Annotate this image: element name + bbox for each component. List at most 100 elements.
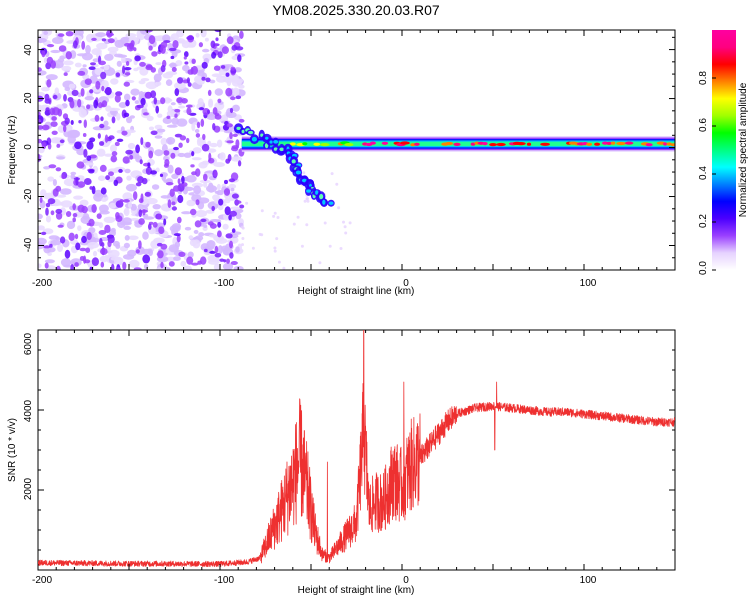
noise-blob bbox=[176, 97, 183, 104]
sparse-speckle bbox=[277, 260, 281, 264]
sparse-speckle bbox=[282, 266, 286, 270]
noise-speckle bbox=[171, 223, 181, 231]
noise-blob bbox=[200, 256, 207, 265]
noise-speckle bbox=[59, 188, 72, 195]
noise-blob bbox=[91, 257, 99, 266]
noise-blob bbox=[65, 31, 74, 37]
noise-blob bbox=[198, 107, 205, 111]
noise-speckle bbox=[74, 62, 82, 68]
noise-blob bbox=[123, 112, 130, 118]
noise-blob bbox=[122, 65, 126, 75]
noise-speckle bbox=[84, 96, 95, 101]
noise-speckle bbox=[176, 118, 188, 127]
sparse-speckle bbox=[344, 231, 348, 235]
noise-speckle bbox=[223, 129, 233, 134]
noise-blob bbox=[190, 67, 194, 75]
noise-speckle bbox=[194, 129, 200, 133]
sparse-speckle bbox=[273, 211, 277, 215]
sparse-speckle bbox=[302, 171, 306, 175]
signal-hotspot bbox=[453, 142, 461, 146]
sparse-speckle bbox=[330, 172, 334, 176]
snr-plot-area bbox=[38, 330, 675, 568]
noise-blob bbox=[168, 47, 177, 52]
sparse-speckle bbox=[305, 197, 309, 201]
noise-speckle bbox=[94, 189, 103, 198]
top-x-tick-label-3: 100 bbox=[580, 278, 597, 289]
noise-blob bbox=[100, 71, 107, 80]
noise-speckle bbox=[82, 64, 87, 68]
noise-blob bbox=[88, 66, 96, 70]
noise-blob bbox=[212, 123, 216, 131]
noise-speckle bbox=[126, 116, 133, 124]
noise-speckle bbox=[103, 120, 109, 127]
noise-speckle bbox=[214, 88, 223, 96]
noise-speckle bbox=[78, 108, 87, 118]
noise-speckle bbox=[79, 199, 89, 207]
noise-blob bbox=[45, 107, 50, 112]
branch-blob-core bbox=[265, 136, 269, 140]
noise-speckle bbox=[87, 241, 99, 249]
noise-blob bbox=[208, 157, 215, 164]
noise-blob bbox=[179, 135, 187, 141]
signal-hotspot bbox=[399, 141, 410, 145]
noise-speckle bbox=[204, 37, 209, 42]
noise-blob bbox=[139, 159, 143, 165]
noise-speckle bbox=[92, 250, 98, 257]
sparse-speckle bbox=[273, 249, 277, 253]
noise-speckle bbox=[43, 31, 49, 35]
noise-blob bbox=[104, 89, 111, 94]
noise-speckle bbox=[108, 202, 117, 209]
noise-blob bbox=[228, 178, 236, 183]
signal-hotspot bbox=[594, 142, 601, 146]
noise-blob bbox=[44, 262, 49, 269]
noise-speckle bbox=[123, 242, 130, 249]
noise-blob bbox=[231, 44, 238, 51]
noise-blob bbox=[211, 51, 217, 59]
noise-blob bbox=[141, 177, 148, 185]
noise-speckle bbox=[173, 256, 181, 261]
noise-blob bbox=[45, 202, 51, 208]
noise-blob bbox=[50, 121, 58, 127]
noise-blob bbox=[142, 254, 151, 264]
noise-blob bbox=[150, 170, 158, 175]
bottom-x-tick-label-1: -100 bbox=[214, 575, 234, 586]
noise-blob bbox=[70, 264, 75, 270]
noise-blob bbox=[200, 118, 205, 127]
noise-blob bbox=[160, 243, 168, 250]
noise-speckle bbox=[187, 251, 194, 258]
noise-blob bbox=[97, 133, 101, 139]
noise-speckle bbox=[213, 263, 221, 270]
noise-blob bbox=[225, 158, 231, 164]
noise-speckle bbox=[199, 179, 211, 184]
noise-speckle bbox=[162, 72, 173, 79]
noise-speckle bbox=[85, 44, 91, 54]
noise-blob bbox=[225, 233, 233, 239]
signal-hotspot bbox=[344, 143, 354, 147]
noise-blob bbox=[171, 206, 177, 211]
sparse-speckle bbox=[337, 206, 341, 210]
noise-speckle bbox=[160, 195, 170, 199]
noise-blob bbox=[239, 30, 244, 39]
noise-speckle bbox=[60, 207, 66, 216]
signal-hotspot bbox=[616, 141, 626, 146]
noise-blob bbox=[235, 95, 242, 100]
noise-speckle bbox=[88, 227, 96, 234]
sparse-speckle bbox=[245, 201, 249, 205]
sparse-speckle bbox=[348, 221, 352, 225]
noise-speckle bbox=[116, 60, 122, 67]
noise-blob bbox=[82, 133, 87, 137]
noise-blob bbox=[226, 258, 230, 264]
noise-blob bbox=[218, 198, 224, 206]
noise-blob bbox=[75, 242, 81, 251]
noise-blob bbox=[58, 45, 67, 52]
colorbar-tick-label-4: 0.8 bbox=[698, 71, 709, 85]
noise-blob bbox=[226, 36, 234, 45]
branch-blob-core bbox=[273, 147, 278, 151]
noise-speckle bbox=[209, 79, 216, 84]
noise-blob bbox=[51, 130, 58, 135]
noise-blob bbox=[41, 50, 46, 58]
noise-speckle bbox=[64, 87, 71, 92]
noise-speckle bbox=[208, 100, 214, 108]
noise-speckle bbox=[222, 262, 234, 270]
signal-hotspot bbox=[381, 141, 389, 145]
